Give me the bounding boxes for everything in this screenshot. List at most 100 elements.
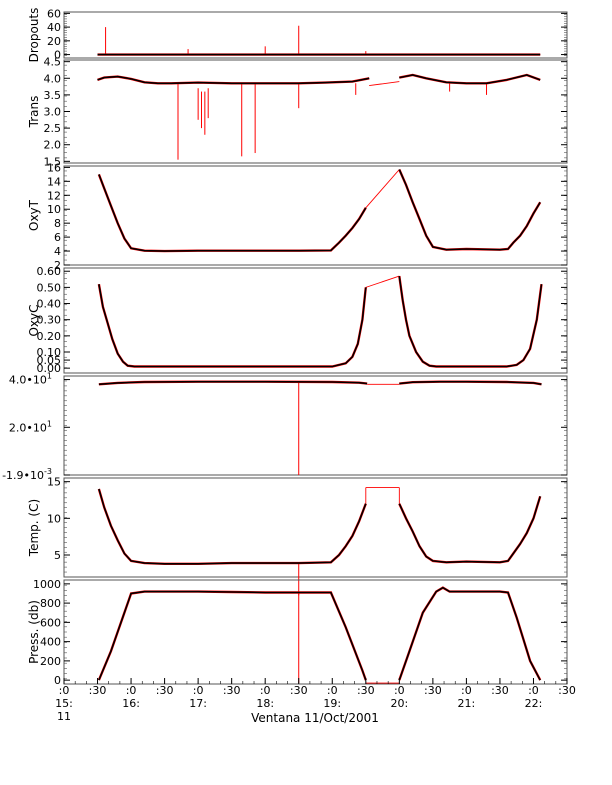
x-tick-label: :30 <box>424 684 442 697</box>
panel-temp: 15 10 5 Temp. (C) <box>27 476 568 596</box>
y-axis-title: Trans <box>27 96 41 129</box>
x-tick-label: :30 <box>290 684 308 697</box>
y-axis-title: OxyT <box>27 199 41 231</box>
y-tick-label: 6 <box>54 231 61 244</box>
x-tick-label: :30 <box>223 684 241 697</box>
x-tick-label: 22: <box>525 697 543 710</box>
y-tick-label: 20 <box>47 35 61 48</box>
y-tick-label: 1000 <box>33 578 61 591</box>
x-tick-label: :0 <box>461 684 472 697</box>
panel-frame <box>63 59 568 164</box>
panel-frame <box>63 375 568 476</box>
x-tick-label: 18: <box>256 697 274 710</box>
y-tick-label: 4.0•101 <box>9 372 52 387</box>
series-line <box>399 380 542 386</box>
y-tick-label: 10 <box>47 203 61 216</box>
series-raw-trace <box>398 495 542 564</box>
y-tick-label: 400 <box>40 636 61 649</box>
x-tick-label: :0 <box>260 684 271 697</box>
x-tick-label: :0 <box>327 684 338 697</box>
x-tick-label: :30 <box>89 684 107 697</box>
series-line <box>98 488 367 565</box>
y-tick-label: 16 <box>47 161 61 174</box>
panel-frame <box>63 267 568 374</box>
y-tick-exponent: 1 <box>47 419 52 428</box>
series-line <box>399 74 541 85</box>
series-line <box>398 169 541 251</box>
raw-segment <box>365 169 400 209</box>
y-tick-label: 12 <box>47 189 61 202</box>
x-axis-title: Ventana 11/Oct/2001 <box>251 711 379 725</box>
y-tick-label: 2 <box>54 259 61 272</box>
y-axis-title: Press. (db) <box>27 600 41 664</box>
y-tick-label: 0.50 <box>37 281 62 294</box>
x-tick-label: 19: <box>323 697 341 710</box>
x-tick-label: 11 <box>57 710 71 723</box>
series-line <box>98 174 367 252</box>
x-tick-label: 20: <box>390 697 408 710</box>
series-raw-trace <box>398 275 543 368</box>
y-tick-exponent: 1 <box>47 372 52 381</box>
series-line <box>98 380 368 386</box>
y-tick-label: 3.0 <box>44 106 62 119</box>
x-tick-label: 17: <box>189 697 207 710</box>
y-tick-label: 10 <box>47 512 61 525</box>
x-tick-label: 21: <box>458 697 476 710</box>
panel-press: 1000 800 600 400 200 0 Press. (db) <box>27 578 568 687</box>
y-axis-title: Temp. (C) <box>27 499 41 557</box>
x-axis: :015:11:30:016::30:017::30:018::30:019::… <box>55 678 576 723</box>
x-tick-label: :30 <box>491 684 509 697</box>
x-tick-label: :0 <box>528 684 539 697</box>
x-tick-label: :0 <box>193 684 204 697</box>
series-line <box>398 586 541 681</box>
series-raw-trace <box>97 283 367 368</box>
y-tick-label: 0 <box>54 674 61 687</box>
y-tick-label: 0 <box>54 49 61 62</box>
x-tick-label: 16: <box>122 697 140 710</box>
y-tick-label: 60 <box>47 7 61 20</box>
y-tick-label: 0.00 <box>37 362 62 375</box>
y-tick-label: 1.5 <box>44 155 62 168</box>
y-tick-label: 200 <box>40 655 61 668</box>
y-tick-label: 600 <box>40 616 61 629</box>
y-tick-label: 2.0 <box>44 139 62 152</box>
y-tick-label: 3.5 <box>44 89 62 102</box>
series-raw-trace <box>398 586 542 681</box>
y-tick-label: 4.5 <box>44 56 62 69</box>
y-tick-label: 14 <box>47 175 61 188</box>
series-line <box>398 496 541 564</box>
y-tick-label: 2.5 <box>44 122 62 135</box>
panel-frame <box>63 11 568 59</box>
panel-frame <box>63 579 568 685</box>
x-tick-label: :30 <box>156 684 174 697</box>
x-tick-label: :30 <box>357 684 375 697</box>
series-raw-trace <box>97 173 367 253</box>
y-tick-label: 0.10 <box>37 346 62 359</box>
x-tick-label: :30 <box>558 684 576 697</box>
y-tick-label: -1.9•10-3 <box>2 467 52 482</box>
panel-blank: 4.0•101 2.0•101 -1.9•10-3 <box>2 372 568 482</box>
series-raw-trace <box>97 590 367 681</box>
y-tick-label: 0.20 <box>37 330 62 343</box>
y-tick-label: 0.30 <box>37 314 62 327</box>
y-tick-label: 0.05 <box>37 354 62 367</box>
y-tick-label: 15 <box>47 476 61 489</box>
panel-trans: 4.5 4.0 3.5 3.0 2.5 2.0 1.5 Trans <box>27 56 568 168</box>
raw-segment <box>365 275 400 288</box>
y-tick-label: 5 <box>54 549 61 562</box>
y-tick-label: 0.60 <box>37 265 62 278</box>
y-tick-label: 8 <box>54 217 61 230</box>
y-axis-title: OxyC <box>27 304 41 336</box>
y-tick-exponent: -3 <box>44 467 52 476</box>
series-line <box>97 75 370 85</box>
x-tick-label: :0 <box>59 684 70 697</box>
series-line <box>98 590 367 681</box>
y-tick-label: 4.0 <box>44 72 62 85</box>
y-tick-label: 2.0•101 <box>9 419 52 434</box>
series-line <box>398 275 543 368</box>
y-axis-title: Dropouts <box>27 8 41 63</box>
x-tick-label: :0 <box>394 684 405 697</box>
